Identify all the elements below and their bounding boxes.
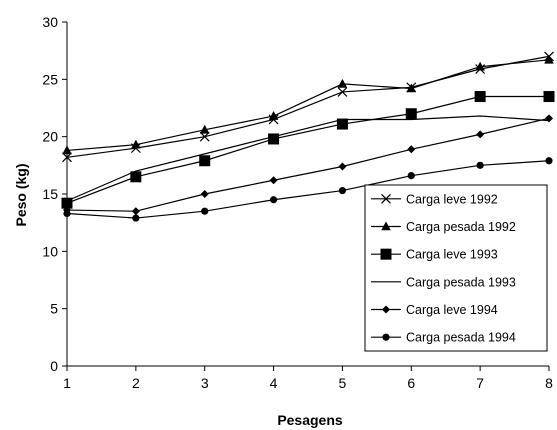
legend-item: Carga pesada 1992 bbox=[371, 220, 516, 234]
series-line bbox=[66, 59, 550, 152]
legend-box bbox=[364, 184, 548, 352]
data-point bbox=[474, 91, 486, 103]
legend-marker bbox=[380, 248, 392, 260]
legend-marker bbox=[381, 193, 391, 204]
legend-label: Carga pesada 1994 bbox=[406, 331, 516, 345]
axes: 0 5 10 15 20 25 30 1 2 3 4 5 6 7 8 bbox=[42, 14, 553, 391]
x-tick-label: 3 bbox=[201, 375, 209, 391]
series-line bbox=[66, 160, 550, 219]
plot-area bbox=[61, 51, 555, 222]
y-tick-label: 30 bbox=[42, 14, 58, 30]
legend-label: Carga pesada 1993 bbox=[406, 275, 516, 289]
data-point bbox=[407, 172, 415, 180]
series-line bbox=[66, 117, 550, 212]
data-point bbox=[476, 161, 484, 169]
x-tick-label: 4 bbox=[270, 375, 278, 391]
legend-item: Carga leve 1994 bbox=[371, 303, 498, 317]
series-line bbox=[66, 115, 550, 202]
x-axis-title: Pesagens bbox=[277, 412, 343, 428]
legend-label: Carga leve 1993 bbox=[406, 248, 498, 262]
series-line bbox=[66, 55, 550, 158]
data-point bbox=[337, 87, 348, 97]
data-point bbox=[201, 207, 209, 215]
legend-label: Carga leve 1994 bbox=[406, 303, 498, 317]
legend-label: Carga leve 1992 bbox=[406, 192, 498, 206]
legend-item: Carga pesada 1994 bbox=[371, 331, 516, 345]
data-point bbox=[269, 196, 278, 204]
x-tick-label: 8 bbox=[545, 375, 553, 391]
data-point bbox=[543, 91, 555, 103]
data-point bbox=[200, 190, 209, 198]
x-tick-label: 5 bbox=[339, 375, 347, 391]
legend-label: Carga pesada 1992 bbox=[406, 220, 516, 234]
data-point bbox=[475, 61, 485, 71]
x-tick-label: 1 bbox=[63, 375, 71, 391]
series-2 bbox=[62, 54, 554, 155]
data-point bbox=[131, 207, 140, 216]
y-tick-label: 10 bbox=[42, 243, 58, 259]
legend-marker bbox=[382, 333, 390, 341]
legend-item: Carga leve 1992 bbox=[371, 192, 498, 206]
legend-item: Carga pesada 1993 bbox=[371, 275, 516, 289]
data-point bbox=[476, 130, 485, 139]
data-point bbox=[338, 186, 347, 195]
data-point bbox=[130, 171, 142, 183]
data-point bbox=[131, 139, 141, 149]
data-point bbox=[338, 162, 347, 171]
data-point bbox=[405, 108, 417, 120]
data-point bbox=[545, 114, 553, 123]
data-point bbox=[544, 54, 554, 64]
data-point bbox=[268, 111, 279, 120]
series-line bbox=[66, 95, 549, 204]
data-point bbox=[407, 145, 416, 154]
data-point bbox=[199, 155, 211, 167]
y-tick-label: 0 bbox=[50, 358, 58, 374]
y-axis-title: Peso (kg) bbox=[13, 163, 29, 226]
y-tick-label: 20 bbox=[42, 129, 58, 145]
series-4 bbox=[66, 115, 550, 202]
data-point bbox=[132, 214, 140, 222]
legend: Carga leve 1992 Carga pesada 1992 Carga le… bbox=[364, 184, 548, 352]
y-tick-label: 25 bbox=[42, 71, 58, 87]
data-point bbox=[545, 157, 553, 165]
data-point bbox=[337, 78, 348, 88]
data-point bbox=[199, 124, 210, 134]
legend-marker bbox=[382, 305, 390, 314]
legend-item: Carga leve 1993 bbox=[371, 248, 498, 262]
data-point bbox=[199, 131, 210, 142]
data-point bbox=[268, 133, 280, 145]
legend-marker bbox=[381, 221, 391, 231]
series-5 bbox=[63, 114, 553, 216]
y-tick-label: 15 bbox=[42, 186, 58, 202]
x-tick-label: 7 bbox=[476, 375, 484, 391]
x-tick-label: 6 bbox=[407, 375, 415, 391]
data-point bbox=[269, 176, 278, 185]
series-6 bbox=[63, 157, 553, 222]
x-tick-label: 2 bbox=[132, 375, 140, 391]
data-point bbox=[336, 118, 348, 130]
data-point bbox=[406, 83, 417, 93]
y-tick-label: 5 bbox=[50, 301, 58, 317]
